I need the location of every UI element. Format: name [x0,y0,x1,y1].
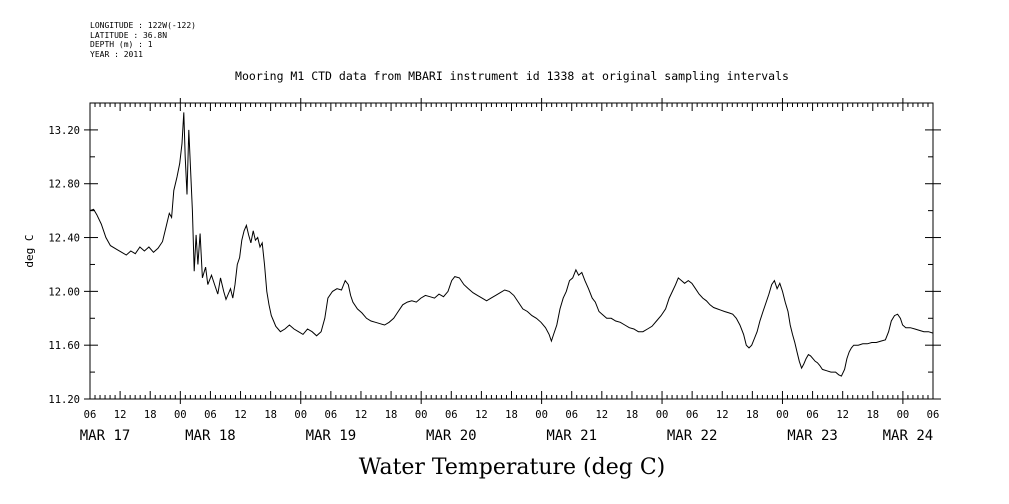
x-hour-label: 12 [595,409,608,421]
x-hour-label: 12 [234,409,247,421]
x-date-label: MAR 21 [546,428,597,444]
x-date-label: MAR 18 [185,428,236,444]
x-axis-label: Water Temperature (deg C) [359,455,666,480]
x-hour-label: 00 [174,409,187,421]
x-date-label: MAR 17 [80,428,131,444]
y-tick-label: 12.00 [48,286,80,298]
x-hour-label: 18 [264,409,277,421]
x-axis: 06 12 18 00 06 12 18 00 06 12 18 00 06 12 18 00 06 12 18 00… [80,98,940,444]
x-hour-label: 12 [475,409,488,421]
x-hour-label: 18 [746,409,759,421]
x-hour-label: 06 [927,409,940,421]
x-hour-label: 06 [565,409,578,421]
metadata-block: LONGITUDE : 122W(-122) LATITUDE : 36.8N … [90,21,196,59]
x-hour-label: 00 [897,409,910,421]
x-hour-label: 06 [686,409,699,421]
plot-frame [89,102,934,400]
water-temperature-line [89,112,934,377]
metadata-latitude: LATITUDE : 36.8N [90,30,168,40]
y-tick-label: 13.20 [48,125,80,137]
x-date-label: MAR 22 [667,428,718,444]
y-axis-label: deg C [23,234,36,267]
x-hour-label: 00 [776,409,789,421]
x-hour-label: 12 [716,409,729,421]
x-hour-label: 18 [385,409,398,421]
x-hour-label: 06 [325,409,338,421]
x-hour-label: 12 [836,409,849,421]
metadata-depth: DEPTH (m) : 1 [90,40,153,49]
y-tick-label: 12.40 [48,233,80,245]
metadata-longitude: LONGITUDE : 122W(-122) [90,21,196,30]
metadata-year: YEAR : 2011 [90,49,143,59]
x-hour-label: 18 [866,409,879,421]
x-hour-label: 12 [114,409,127,421]
x-date-label: MAR 19 [306,428,357,444]
x-hour-label: 00 [535,409,548,421]
x-hour-label: 00 [294,409,307,421]
x-hour-label: 00 [656,409,669,421]
x-hour-label: 18 [505,409,518,421]
y-tick-label: 11.60 [48,340,80,352]
x-date-label: MAR 23 [787,428,838,444]
x-hour-label: 06 [84,409,97,421]
x-hour-label: 06 [806,409,819,421]
y-tick-label: 11.20 [48,394,80,406]
x-hour-label: 18 [144,409,157,421]
x-hour-label: 06 [204,409,217,421]
x-hour-label: 12 [355,409,368,421]
x-hour-label: 18 [626,409,639,421]
x-date-label: MAR 24 [883,428,934,444]
x-hour-label: 06 [445,409,458,421]
chart-title: Mooring M1 CTD data from MBARI instrumen… [235,69,789,83]
y-tick-label: 12.80 [48,179,80,191]
y-axis: 11.20 11.60 12.00 12.40 12.80 13.20 [48,125,941,406]
x-date-label: MAR 20 [426,428,477,444]
x-hour-label: 00 [415,409,428,421]
